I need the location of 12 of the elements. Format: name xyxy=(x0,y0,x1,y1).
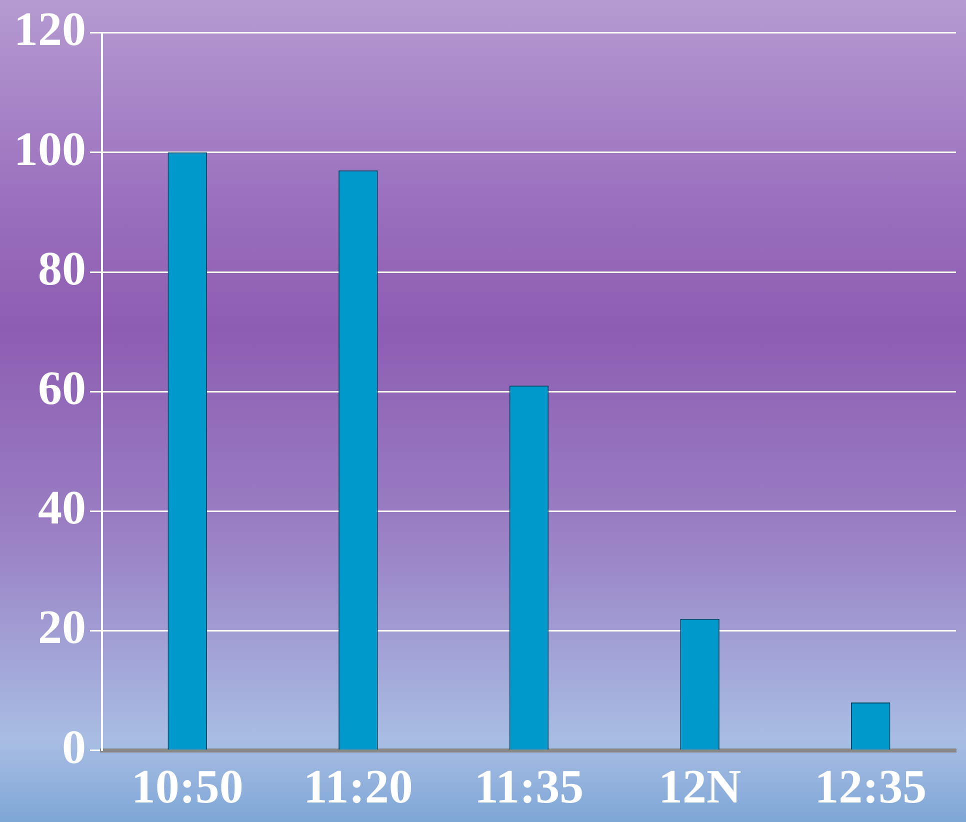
x-tick-label: 11:35 xyxy=(474,760,584,814)
x-tick-label: 12N xyxy=(658,760,742,814)
y-tick-label: 20 xyxy=(38,601,86,654)
x-tick-label: 12:35 xyxy=(814,760,927,814)
x-tick-label: 10:50 xyxy=(131,760,244,814)
x-tick-label: 11:20 xyxy=(304,760,413,814)
y-tick-label: 120 xyxy=(14,3,86,56)
y-tick-label: 100 xyxy=(14,122,86,176)
y-tick-label: 80 xyxy=(38,242,86,296)
y-tick-label: 0 xyxy=(62,720,86,774)
y-tick-label: 60 xyxy=(38,362,86,416)
y-tick-label: 40 xyxy=(38,482,86,535)
